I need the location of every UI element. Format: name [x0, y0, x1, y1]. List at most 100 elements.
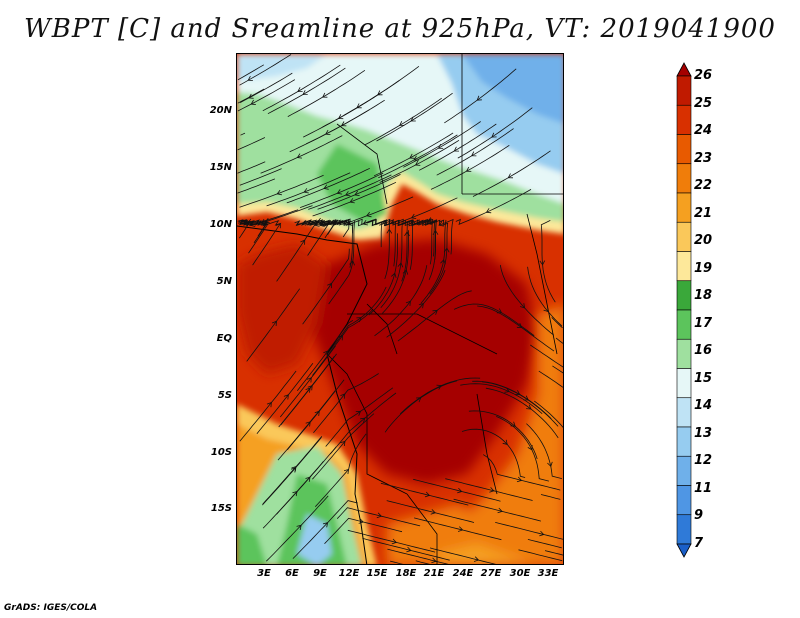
streamline — [277, 390, 336, 461]
colorbar-box — [676, 485, 692, 516]
streamline-arrow — [430, 509, 436, 515]
colorbar-label: 25 — [694, 95, 713, 111]
lon-tick-33e: 33E — [537, 568, 559, 579]
streamline-arrow — [397, 262, 404, 268]
streamline-arrow — [489, 487, 495, 493]
streamline-arrow — [300, 239, 306, 245]
streamline — [240, 132, 246, 136]
colorbar — [676, 62, 692, 558]
streamline — [555, 337, 563, 344]
streamline — [336, 196, 414, 226]
colorbar-top-arrow — [676, 62, 692, 77]
streamline — [472, 380, 552, 420]
streamline-arrow — [432, 309, 438, 315]
streamline — [530, 344, 563, 368]
colorbar-box — [676, 426, 692, 457]
streamline — [386, 500, 475, 523]
field-north — [237, 54, 563, 240]
colorbar-label: 9 — [694, 508, 704, 524]
streamline-arrow — [416, 397, 422, 403]
streamline-arrow — [354, 190, 360, 196]
streamline-arrow — [303, 188, 309, 194]
streamline-arrow — [320, 220, 327, 227]
streamline — [362, 537, 450, 561]
streamline — [527, 539, 562, 549]
streamline — [457, 107, 533, 159]
streamline — [472, 150, 551, 197]
streamline — [289, 109, 370, 153]
streamline-arrow — [414, 160, 421, 166]
lon-tick-18e: 18E — [395, 568, 417, 579]
streamline — [312, 181, 397, 217]
streamline-arrow — [345, 191, 351, 197]
streamline — [312, 413, 375, 480]
streamline — [246, 288, 301, 362]
colorbar-label: 14 — [694, 398, 713, 414]
streamline-arrow — [409, 153, 415, 159]
colorbar-bottom-arrow — [676, 543, 692, 558]
streamline-arrow — [424, 491, 431, 498]
streamline — [382, 230, 409, 314]
lon-tick-21e: 21E — [423, 568, 445, 579]
streamline-arrow — [453, 146, 460, 152]
streamline-arrow — [422, 219, 429, 225]
streamline — [237, 79, 296, 112]
streamline-arrow — [436, 384, 442, 390]
map-panel[interactable] — [236, 53, 564, 565]
streamline-arrow — [322, 92, 328, 98]
streamline-arrow — [337, 114, 344, 120]
lon-tick-12e: 12E — [338, 568, 360, 579]
field-southwest — [237, 404, 377, 564]
streamline — [328, 220, 355, 305]
streamline — [526, 423, 562, 479]
colorbar-box — [676, 455, 692, 486]
streamline-arrow — [307, 385, 313, 391]
streamline — [315, 433, 367, 507]
streamline — [364, 97, 442, 146]
streamline — [527, 266, 563, 327]
streamline-arrow — [497, 507, 503, 514]
streamline-arrow — [410, 213, 417, 219]
streamline-arrow — [516, 476, 523, 483]
streamline-arrow — [386, 228, 393, 234]
streamline — [400, 218, 434, 265]
map-title: WBPT [C] and Sreamline at 925hPa, VT: 20… — [24, 14, 776, 44]
streamline-arrow — [404, 231, 410, 237]
streamline-arrow — [336, 189, 343, 195]
streamlines — [237, 54, 563, 564]
map-canvas — [237, 54, 563, 564]
streamline — [294, 219, 337, 235]
streamline — [413, 218, 437, 281]
streamline-arrow — [302, 90, 308, 95]
streamline — [325, 387, 394, 447]
streamline — [461, 428, 526, 478]
streamline — [460, 383, 543, 415]
streamline — [552, 365, 563, 374]
streamline — [287, 69, 366, 117]
streamline-arrow — [471, 151, 477, 157]
streamline-arrow — [305, 421, 311, 427]
streamline — [419, 123, 497, 171]
streamline — [499, 264, 555, 336]
streamline-arrow — [356, 317, 362, 323]
streamline-arrow — [305, 476, 311, 482]
streamline-arrow — [296, 153, 303, 159]
streamline — [388, 218, 408, 282]
streamline — [538, 370, 563, 388]
colorbar-label: 24 — [694, 123, 713, 139]
streamline-arrow — [465, 166, 472, 172]
streamline-arrow — [457, 487, 463, 494]
streamline-arrow — [250, 99, 256, 105]
streamline-arrow — [440, 259, 446, 265]
streamline — [403, 121, 481, 168]
streamline — [485, 387, 559, 439]
streamline — [292, 500, 358, 559]
streamline-arrow — [323, 350, 329, 356]
streamline-arrow — [502, 439, 508, 445]
streamline — [380, 222, 403, 309]
streamline — [453, 498, 542, 522]
lat-tick-15s: 15S — [210, 503, 232, 514]
streamline-arrow — [260, 218, 266, 225]
streamline-arrow — [358, 518, 364, 524]
streamline-arrow — [343, 468, 350, 475]
